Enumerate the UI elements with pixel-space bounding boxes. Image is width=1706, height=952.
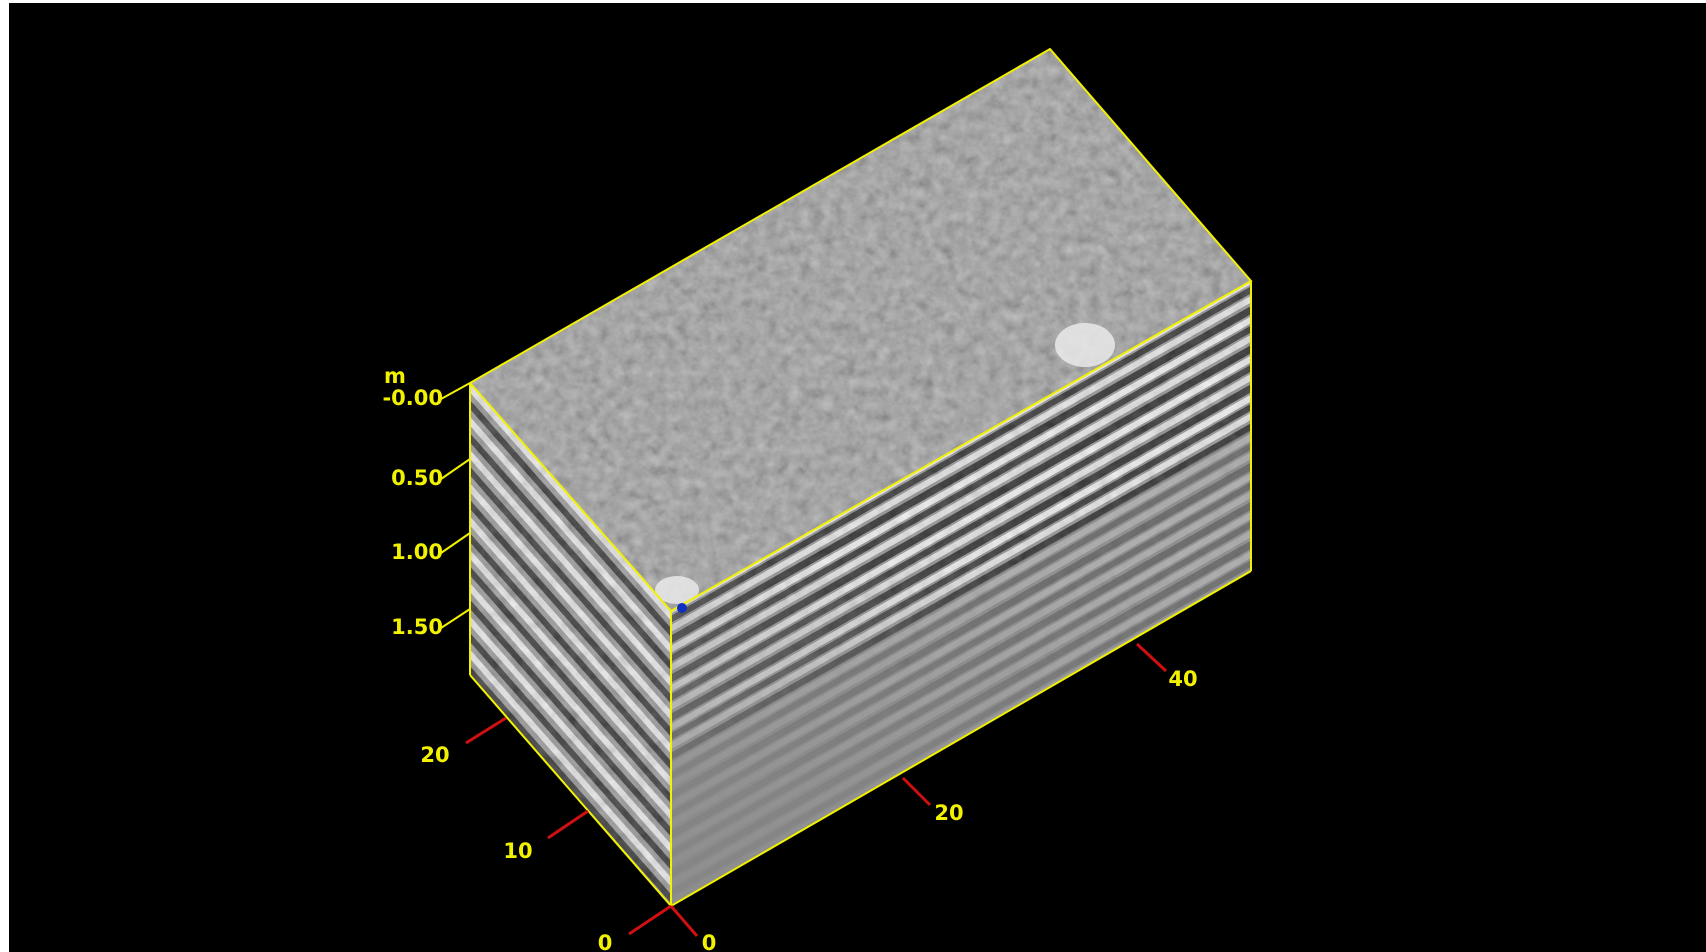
depth-unit: m — [384, 364, 406, 388]
side-tick-label: 0 — [598, 931, 613, 952]
length-tick-label: 40 — [1168, 667, 1197, 691]
depth-tick-label: -0.00 — [382, 386, 443, 410]
depth-tick-label: 1.50 — [391, 615, 443, 639]
side-tick-label: 10 — [503, 839, 532, 863]
depth-tick-label: 1.00 — [391, 540, 443, 564]
gpr-3d-view: m -0.00 0.50 1.00 1.50 0 10 20 0 20 40 — [0, 0, 1706, 952]
surface-bump — [1055, 323, 1115, 367]
depth-tick-label: 0.50 — [391, 466, 443, 490]
side-tick-label: 20 — [420, 743, 449, 767]
page: m -0.000.501.001.500102002040 (() => { c… — [0, 0, 1706, 952]
length-tick-label: 20 — [934, 801, 963, 825]
length-tick-label: 0 — [702, 931, 717, 952]
origin-marker — [677, 603, 687, 613]
